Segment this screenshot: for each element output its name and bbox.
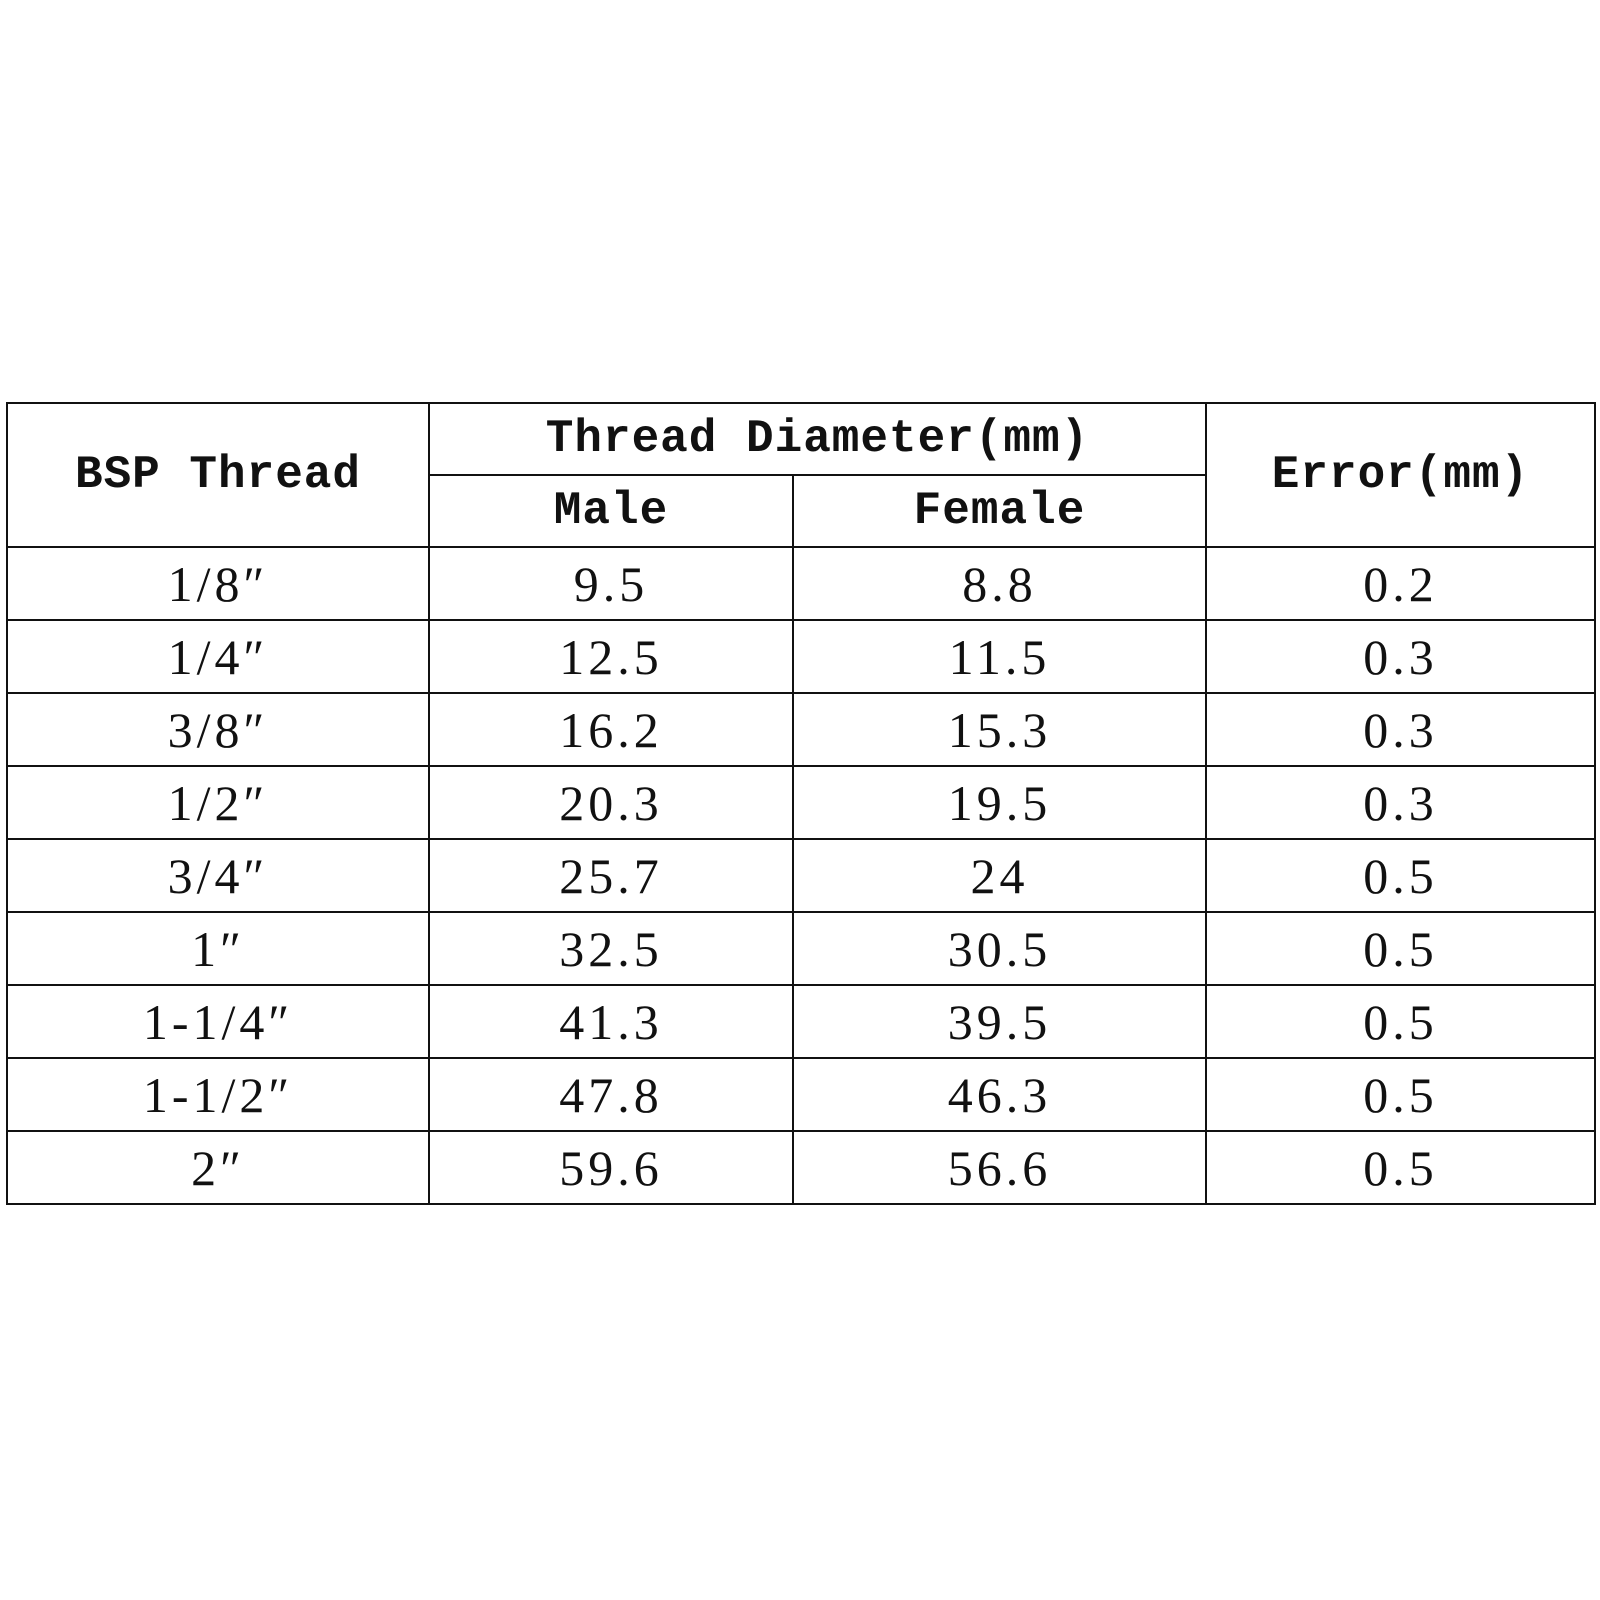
table-cell: 1″ [6, 911, 430, 986]
table-cell: 0.3 [1205, 619, 1596, 694]
table-cell: 0.5 [1205, 1130, 1596, 1205]
table-cell: 24 [792, 838, 1207, 913]
table-cell: 30.5 [792, 911, 1207, 986]
table-row: 3/4″ 25.7 24 0.5 [6, 838, 1596, 913]
table-row: 1-1/2″ 47.8 46.3 0.5 [6, 1057, 1596, 1132]
table-cell: 16.2 [428, 692, 794, 767]
table-cell: 1-1/2″ [6, 1057, 430, 1132]
table-row: 1″ 32.5 30.5 0.5 [6, 911, 1596, 986]
table-cell: 1/4″ [6, 619, 430, 694]
table-cell: 41.3 [428, 984, 794, 1059]
table-row: 3/8″ 16.2 15.3 0.3 [6, 692, 1596, 767]
table-cell: 0.2 [1205, 546, 1596, 621]
table-cell: 8.8 [792, 546, 1207, 621]
table-cell: 12.5 [428, 619, 794, 694]
table-cell: 3/4″ [6, 838, 430, 913]
table-cell: 32.5 [428, 911, 794, 986]
table-cell: 46.3 [792, 1057, 1207, 1132]
table-cell: 1-1/4″ [6, 984, 430, 1059]
table-body: 1/8″ 9.5 8.8 0.2 1/4″ 12.5 11.5 0.3 3/8″ 16.2 15.3… [6, 546, 1596, 1205]
table-cell: 25.7 [428, 838, 794, 913]
header-cell: Female [792, 474, 1207, 548]
table-row: 1/8″ 9.5 8.8 0.2 [6, 546, 1596, 621]
table-cell: 2″ [6, 1130, 430, 1205]
header-cell: BSP Thread [6, 402, 430, 548]
table-cell: 0.5 [1205, 1057, 1596, 1132]
header-cell: Thread Diameter(mm) [428, 402, 1207, 476]
header-cell: Error(mm) [1205, 402, 1596, 548]
table-cell: 47.8 [428, 1057, 794, 1132]
header-cell: Male [428, 474, 794, 548]
table-cell: 20.3 [428, 765, 794, 840]
table-row: 1/2″ 20.3 19.5 0.3 [6, 765, 1596, 840]
table-cell: 1/2″ [6, 765, 430, 840]
table-cell: 15.3 [792, 692, 1207, 767]
table-cell: 9.5 [428, 546, 794, 621]
table-cell: 3/8″ [6, 692, 430, 767]
table-row: 1/4″ 12.5 11.5 0.3 [6, 619, 1596, 694]
table-cell: 0.5 [1205, 911, 1596, 986]
thread-table: BSP Thread Thread Diameter(mm) Error(mm)… [6, 402, 1596, 1205]
table-row: 2″ 59.6 56.6 0.5 [6, 1130, 1596, 1205]
table-cell: 0.5 [1205, 984, 1596, 1059]
table-row: 1-1/4″ 41.3 39.5 0.5 [6, 984, 1596, 1059]
table-cell: 19.5 [792, 765, 1207, 840]
table-cell: 0.3 [1205, 692, 1596, 767]
table-cell: 11.5 [792, 619, 1207, 694]
table-cell: 0.3 [1205, 765, 1596, 840]
table-cell: 1/8″ [6, 546, 430, 621]
table-cell: 39.5 [792, 984, 1207, 1059]
table-cell: 59.6 [428, 1130, 794, 1205]
table-cell: 56.6 [792, 1130, 1207, 1205]
table-cell: 0.5 [1205, 838, 1596, 913]
